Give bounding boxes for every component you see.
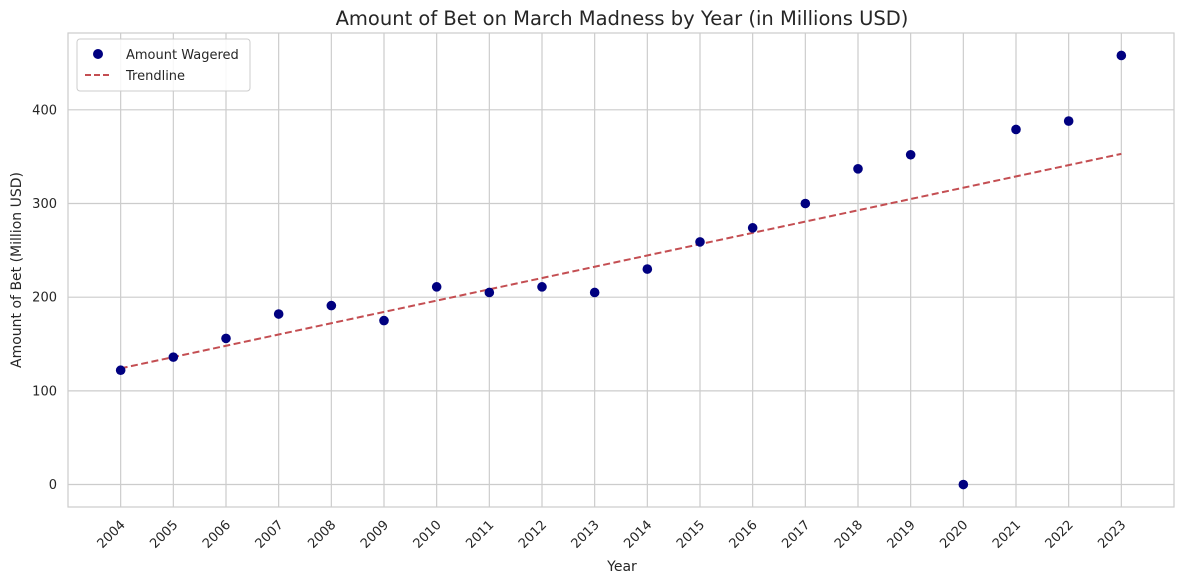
y-tick-label: 300 bbox=[32, 197, 57, 212]
data-point bbox=[326, 300, 337, 311]
data-point bbox=[1011, 124, 1021, 135]
data-point bbox=[168, 352, 179, 362]
plot-area bbox=[67, 32, 1175, 508]
x-tick-labels: 2004 2005 2006 2007 2008 2009 2010 2011 2012 2013… bbox=[95, 518, 1130, 552]
x-tick-label: 2006 bbox=[200, 518, 234, 552]
x-tick-label: 2022 bbox=[1043, 518, 1077, 552]
y-gridlines bbox=[68, 109, 1174, 486]
legend-label-amount-wagered: Amount Wagered bbox=[126, 48, 239, 63]
x-tick-label: 2019 bbox=[885, 518, 919, 552]
x-tick-label: 2013 bbox=[569, 518, 603, 552]
data-point bbox=[431, 282, 442, 292]
data-point bbox=[379, 315, 389, 326]
x-axis-label: Year bbox=[606, 559, 637, 575]
data-point bbox=[589, 287, 600, 298]
y-axis-label: Amount of Bet (Million USD) bbox=[9, 172, 25, 368]
x-tick-label: 2011 bbox=[463, 518, 497, 552]
data-point bbox=[1063, 116, 1074, 126]
axes-frame bbox=[67, 32, 1175, 508]
data-point bbox=[1116, 50, 1127, 61]
y-tick-labels: 0 100 200 300 400 bbox=[32, 103, 57, 493]
x-gridlines bbox=[120, 33, 1122, 507]
data-point bbox=[747, 223, 758, 233]
trendline bbox=[120, 152, 1122, 370]
trendline-layer bbox=[120, 152, 1122, 370]
data-point bbox=[221, 333, 231, 344]
data-point bbox=[642, 264, 653, 274]
x-tick-label: 2016 bbox=[727, 518, 761, 552]
data-point bbox=[905, 149, 916, 160]
y-tick-label: 200 bbox=[32, 291, 57, 306]
x-tick-label: 2020 bbox=[937, 518, 971, 552]
x-tick-label: 2014 bbox=[621, 518, 655, 552]
data-point bbox=[695, 237, 705, 247]
x-tick-label: 2009 bbox=[358, 518, 392, 552]
legend-marker-amount-wagered bbox=[93, 49, 103, 59]
data-point bbox=[853, 164, 863, 174]
data-point bbox=[115, 365, 126, 376]
chart-title: Amount of Bet on March Madness by Year (… bbox=[336, 7, 909, 30]
x-tick-label: 2007 bbox=[253, 518, 287, 552]
x-tick-label: 2021 bbox=[990, 518, 1024, 552]
y-tick-label: 100 bbox=[32, 384, 57, 399]
legend: Amount Wagered Trendline bbox=[76, 38, 251, 92]
data-point bbox=[537, 282, 547, 292]
x-tick-label: 2012 bbox=[516, 518, 550, 552]
x-tick-label: 2017 bbox=[779, 518, 813, 552]
data-point bbox=[273, 309, 284, 319]
x-tick-label: 2004 bbox=[95, 518, 129, 552]
x-tick-label: 2005 bbox=[147, 518, 181, 552]
x-tick-label: 2010 bbox=[411, 518, 445, 552]
points-layer bbox=[115, 50, 1127, 490]
data-point bbox=[800, 198, 811, 209]
x-tick-label: 2023 bbox=[1095, 518, 1129, 552]
y-tick-label: 0 bbox=[49, 478, 57, 493]
x-tick-label: 2015 bbox=[674, 518, 708, 552]
data-point bbox=[484, 287, 495, 298]
legend-box bbox=[76, 38, 251, 92]
data-point bbox=[958, 479, 969, 490]
x-tick-label: 2018 bbox=[832, 518, 866, 552]
legend-label-trendline: Trendline bbox=[125, 69, 185, 84]
y-tick-label: 400 bbox=[32, 103, 57, 118]
x-tick-label: 2008 bbox=[305, 518, 339, 552]
